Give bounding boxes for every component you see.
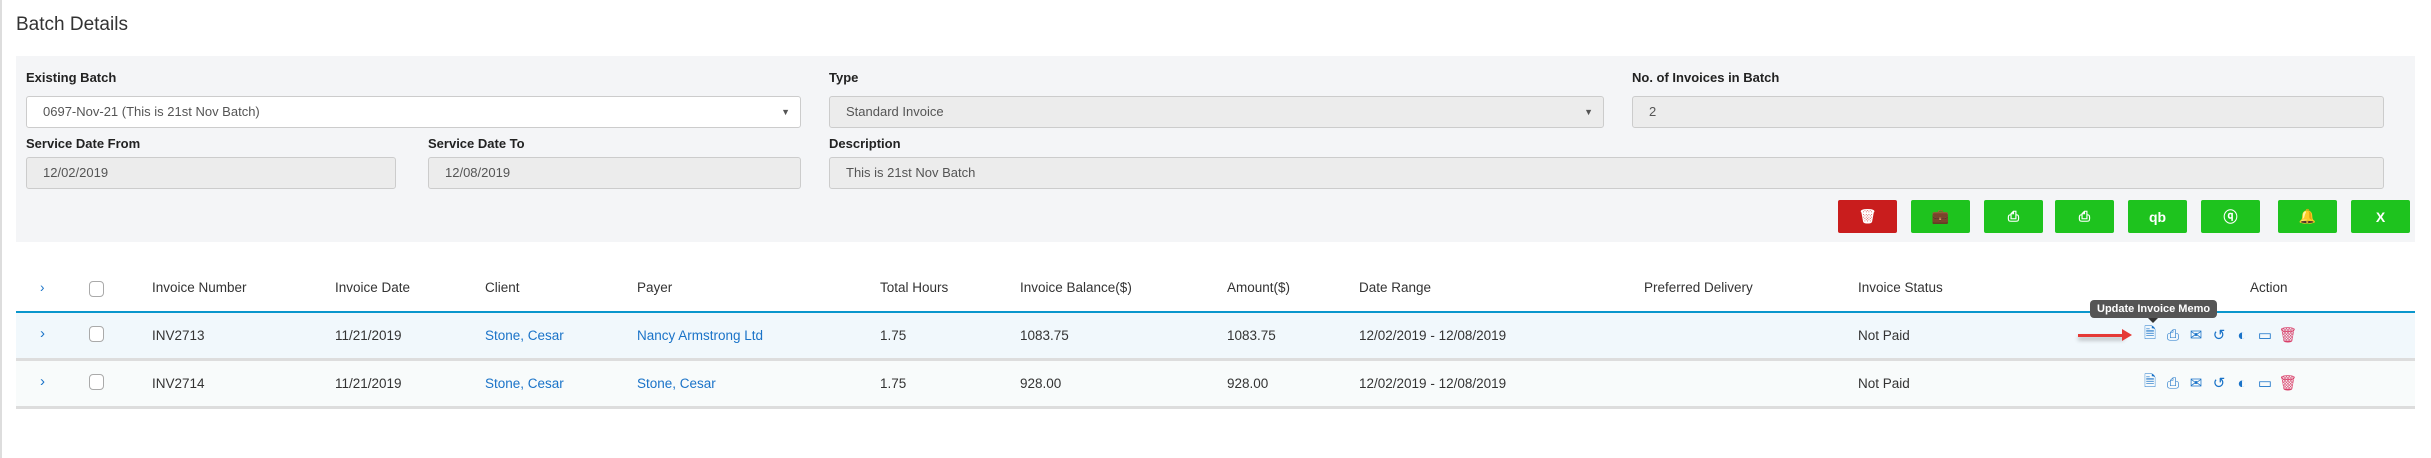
row-actions: 🗎 ⎙ ✉ ↺ ◐ ▭ 🗑 xyxy=(2142,324,2298,345)
cell-invoice-date: 11/21/2019 xyxy=(335,376,402,391)
quickbooks-circle-button[interactable]: ⓠ xyxy=(2201,200,2260,233)
quickbooks-button[interactable]: qb xyxy=(2128,200,2187,233)
header-divider xyxy=(16,311,2415,313)
invoice-count-label: No. of Invoices in Batch xyxy=(1632,70,1780,85)
cell-balance: 1083.75 xyxy=(1020,328,1069,343)
col-date-range[interactable]: Date Range xyxy=(1359,280,1432,295)
row-actions: 🗎 ⎙ ✉ ↺ ◐ ▭ 🗑 xyxy=(2142,372,2298,393)
tooltip: Update Invoice Memo xyxy=(2090,300,2218,323)
chevron-down-icon: ▼ xyxy=(781,107,790,117)
cell-payer[interactable]: Stone, Cesar xyxy=(637,376,716,391)
cell-client[interactable]: Stone, Cesar xyxy=(485,328,564,343)
existing-batch-label: Existing Batch xyxy=(26,70,117,85)
print-icon[interactable]: ⎙ xyxy=(2166,374,2179,392)
row-checkbox[interactable] xyxy=(89,374,104,390)
cell-amount: 1083.75 xyxy=(1227,328,1276,343)
cell-date-range: 12/02/2019 - 12/08/2019 xyxy=(1359,328,1507,343)
batch-form-panel: Existing Batch 0697-Nov-21 (This is 21st… xyxy=(16,56,2415,242)
excel-icon: X xyxy=(2375,208,2386,225)
description-label: Description xyxy=(829,136,901,151)
cell-status: Not Paid xyxy=(1858,376,1910,391)
print-button[interactable]: ⎙ xyxy=(2055,200,2114,233)
col-total-hours[interactable]: Total Hours xyxy=(880,280,949,295)
service-date-to-label: Service Date To xyxy=(428,136,525,151)
cell-invoice-number: INV2713 xyxy=(152,328,205,343)
type-value: Standard Invoice xyxy=(846,104,944,119)
col-payer[interactable]: Payer xyxy=(637,280,673,295)
cell-status: Not Paid xyxy=(1858,328,1910,343)
trash-icon[interactable]: 🗑 xyxy=(2278,375,2298,392)
print-icon[interactable]: ⎙ xyxy=(2166,326,2179,344)
col-action: Action xyxy=(2250,280,2288,295)
credit-card-icon[interactable]: ▭ xyxy=(2257,375,2273,392)
service-date-from-field: 12/02/2019 xyxy=(26,157,396,189)
print-button[interactable]: ⎙ xyxy=(1984,200,2043,233)
page-title: Batch Details xyxy=(16,14,128,35)
print-icon: ⎙ xyxy=(2078,208,2091,224)
memo-icon[interactable]: 🗎 xyxy=(2143,324,2157,342)
chevron-down-icon: ▼ xyxy=(1584,107,1593,117)
expand-row-chevron-icon[interactable]: › xyxy=(40,373,45,390)
email-icon[interactable]: ✉ xyxy=(2189,327,2203,344)
type-select[interactable]: Standard Invoice ▼ xyxy=(829,96,1604,128)
existing-batch-value: 0697-Nov-21 (This is 21st Nov Batch) xyxy=(43,104,260,119)
table-row[interactable] xyxy=(16,313,2415,361)
col-invoice-balance[interactable]: Invoice Balance($) xyxy=(1020,280,1132,295)
cell-payer[interactable]: Nancy Armstrong Ltd xyxy=(637,328,764,343)
row-checkbox[interactable] xyxy=(89,326,104,342)
type-label: Type xyxy=(829,70,859,85)
service-date-from-label: Service Date From xyxy=(26,136,141,151)
briefcase-button[interactable]: 💼 xyxy=(1911,200,1970,233)
cell-client[interactable]: Stone, Cesar xyxy=(485,376,564,391)
cell-total-hours: 1.75 xyxy=(880,376,907,391)
left-border xyxy=(0,0,2,458)
trash-button[interactable]: 🗑 xyxy=(1838,200,1897,233)
trash-icon: 🗑 xyxy=(1858,208,1877,224)
cell-invoice-number: INV2714 xyxy=(152,376,205,391)
cell-total-hours: 1.75 xyxy=(880,328,907,343)
undo-icon[interactable]: ↺ xyxy=(2212,327,2226,344)
invoice-count-field: 2 xyxy=(1632,96,2384,128)
select-all-checkbox[interactable] xyxy=(89,281,104,297)
credit-card-icon[interactable]: ▭ xyxy=(2257,327,2273,344)
cell-balance: 928.00 xyxy=(1020,376,1062,391)
bell-icon: 🔔 xyxy=(2298,208,2317,224)
red-arrow-annotation xyxy=(2078,329,2132,341)
description-field: This is 21st Nov Batch xyxy=(829,157,2384,189)
col-amount[interactable]: Amount($) xyxy=(1227,280,1291,295)
service-date-to-field: 12/08/2019 xyxy=(428,157,801,189)
cell-invoice-date: 11/21/2019 xyxy=(335,328,402,343)
bell-button[interactable]: 🔔 xyxy=(2278,200,2337,233)
print-icon: ⎙ xyxy=(2007,208,2020,224)
contrast-icon[interactable]: ◐ xyxy=(2237,326,2247,344)
contrast-icon[interactable]: ◐ xyxy=(2237,374,2247,392)
expand-all-chevron-icon[interactable]: › xyxy=(40,280,45,295)
email-icon[interactable]: ✉ xyxy=(2189,375,2203,392)
existing-batch-select[interactable]: 0697-Nov-21 (This is 21st Nov Batch) ▼ xyxy=(26,96,801,128)
col-invoice-status[interactable]: Invoice Status xyxy=(1858,280,1943,295)
col-preferred-delivery[interactable]: Preferred Delivery xyxy=(1644,280,1753,295)
col-invoice-date[interactable]: Invoice Date xyxy=(335,280,411,295)
expand-row-chevron-icon[interactable]: › xyxy=(40,325,45,342)
col-client[interactable]: Client xyxy=(485,280,520,295)
quickbooks-circle-icon: ⓠ xyxy=(2223,208,2238,225)
table-row[interactable] xyxy=(16,361,2415,409)
memo-icon[interactable]: 🗎 xyxy=(2143,372,2157,390)
cell-amount: 928.00 xyxy=(1227,376,1269,391)
cell-date-range: 12/02/2019 - 12/08/2019 xyxy=(1359,376,1507,391)
quickbooks-icon: qb xyxy=(2148,208,2167,225)
trash-icon[interactable]: 🗑 xyxy=(2278,327,2298,344)
briefcase-icon: 💼 xyxy=(1931,208,1950,224)
excel-button[interactable]: X xyxy=(2351,200,2410,233)
undo-icon[interactable]: ↺ xyxy=(2212,375,2226,392)
col-invoice-number[interactable]: Invoice Number xyxy=(152,280,247,295)
